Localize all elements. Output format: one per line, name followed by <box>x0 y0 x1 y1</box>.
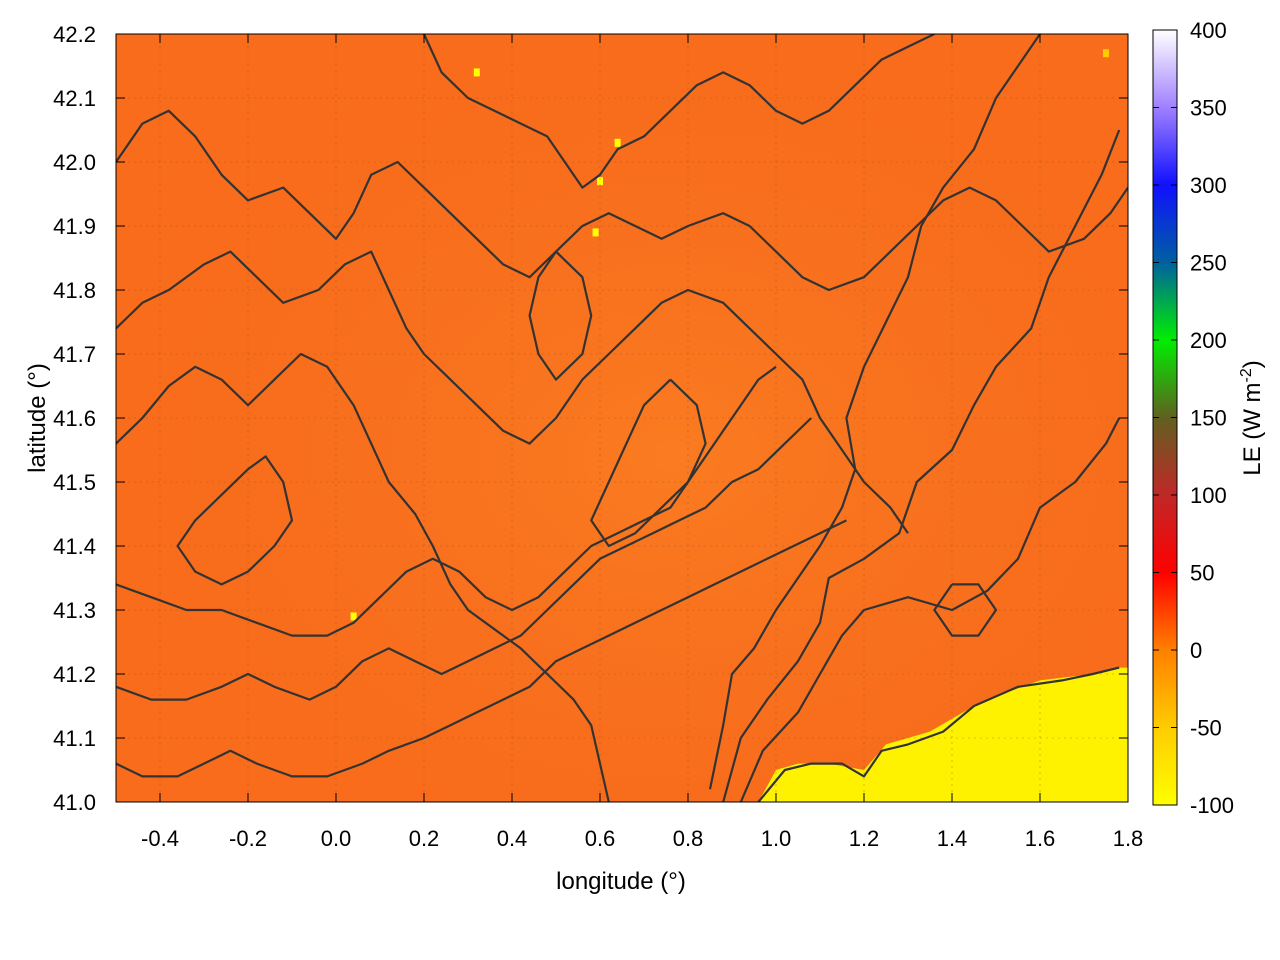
y-tick-label: 42.0 <box>53 150 96 175</box>
colorbar-title-close: ) <box>1239 360 1266 368</box>
y-tick-label: 41.0 <box>53 790 96 815</box>
y-tick-label: 41.7 <box>53 342 96 367</box>
colorbar-tick-label: 200 <box>1190 328 1227 353</box>
hotspot <box>1103 49 1109 58</box>
x-tick-label: -0.4 <box>141 826 179 851</box>
colorbar-tick-label: -50 <box>1190 716 1222 741</box>
x-tick-label: 0.4 <box>497 826 528 851</box>
y-tick-label: 41.2 <box>53 662 96 687</box>
y-tick-label: 41.3 <box>53 598 96 623</box>
colorbar-title-base: LE (W m <box>1239 382 1266 475</box>
x-tick-label: 1.4 <box>937 826 968 851</box>
x-tick-label: 0.2 <box>409 826 440 851</box>
y-tick-label: 41.5 <box>53 470 96 495</box>
x-tick-label: 0.0 <box>321 826 352 851</box>
plot-area <box>116 34 1128 802</box>
colorbar: -100 -50 0 50 100 150 200 250 300 350 400 LE (W m-… <box>1152 18 1266 818</box>
y-tick-label: 41.6 <box>53 406 96 431</box>
contour-line <box>116 109 1128 292</box>
contour-line <box>116 352 610 802</box>
contour-line <box>528 250 593 381</box>
y-tick-label: 41.1 <box>53 726 96 751</box>
colorbar-title: LE (W m-2) <box>1238 360 1266 476</box>
x-tick-label: 1.2 <box>849 826 880 851</box>
contour-line <box>933 583 998 637</box>
contour-line <box>590 378 707 548</box>
colorbar-tick-label: 400 <box>1190 18 1227 43</box>
colorbar-ticks: -100 -50 0 50 100 150 200 250 300 350 400 <box>1153 18 1234 818</box>
contour-line <box>722 129 1121 802</box>
colorbar-tick-label: 50 <box>1190 561 1214 586</box>
contour-line <box>116 250 909 534</box>
colorbar-tick-label: 0 <box>1190 638 1202 663</box>
colorbar-tick-label: 250 <box>1190 251 1227 276</box>
hotspot <box>350 612 357 621</box>
x-tick-label: -0.2 <box>229 826 267 851</box>
y-tick-label: 41.9 <box>53 214 96 239</box>
grid <box>116 34 1128 802</box>
contour-line <box>116 417 812 701</box>
x-tick-label: 0.6 <box>585 826 616 851</box>
colorbar-tick-label: 150 <box>1190 406 1227 431</box>
y-tick-label: 41.4 <box>53 534 96 559</box>
hotspot <box>614 138 621 147</box>
contour-line <box>116 519 847 778</box>
hotspots <box>350 49 1109 621</box>
contour-line <box>116 365 777 637</box>
x-axis: -0.4 -0.2 0.0 0.2 0.4 0.6 0.8 1.0 1.2 1.4 1.6 1.8 <box>141 34 1143 851</box>
x-axis-title: longitude (°) <box>556 868 686 895</box>
contour-line <box>423 34 935 189</box>
y-tick-label: 42.1 <box>53 86 96 111</box>
contour-lines <box>116 34 1128 802</box>
contour-line <box>708 34 1041 790</box>
contour-line <box>757 666 1120 802</box>
contour-line <box>176 455 294 586</box>
y-tick-label: 42.2 <box>53 22 96 47</box>
y-tick-label: 41.8 <box>53 278 96 303</box>
colorbar-tick-label: -100 <box>1190 793 1234 818</box>
x-tick-label: 1.0 <box>761 826 792 851</box>
hotspot <box>473 68 480 77</box>
contour-line <box>739 417 1121 802</box>
colorbar-title-sup: -2 <box>1238 368 1255 382</box>
x-tick-label: 1.8 <box>1113 826 1144 851</box>
colorbar-tick-label: 300 <box>1190 173 1227 198</box>
y-axis-title: latitude (°) <box>24 363 51 473</box>
x-tick-label: 0.8 <box>673 826 704 851</box>
colorbar-tick-label: 350 <box>1190 96 1227 121</box>
hotspot <box>592 228 599 237</box>
colorbar-tick-label: 100 <box>1190 483 1227 508</box>
x-tick-label: 1.6 <box>1025 826 1056 851</box>
y-axis: 41.0 41.1 41.2 41.3 41.4 41.5 41.6 41.7 41.8 41.9… <box>53 22 1128 815</box>
hotspot <box>597 177 603 186</box>
